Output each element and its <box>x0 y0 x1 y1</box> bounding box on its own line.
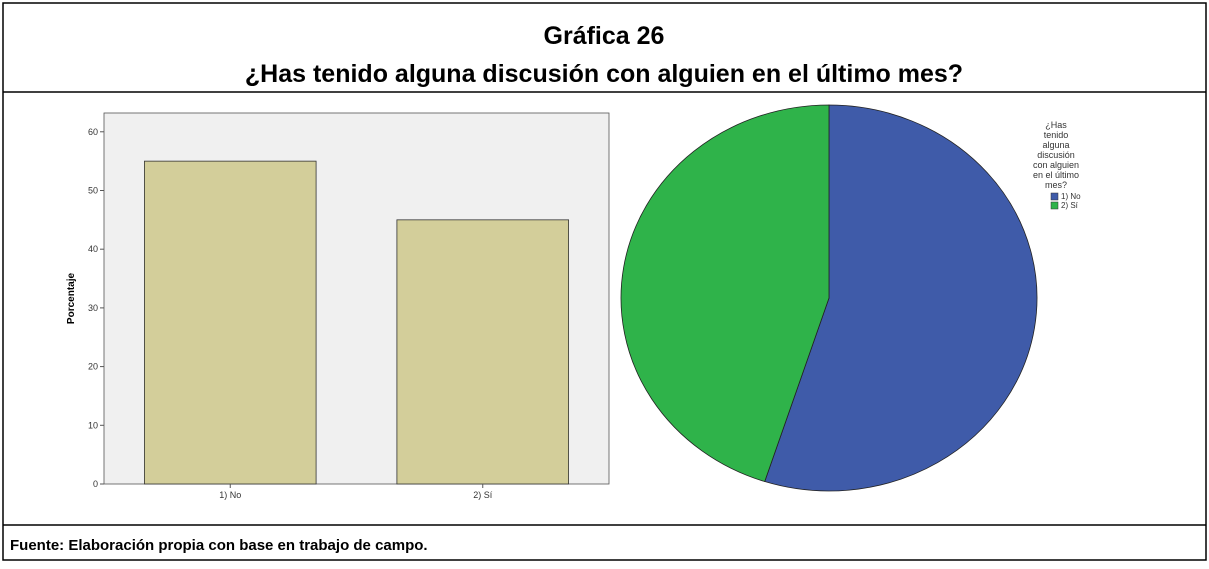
pie-slice <box>620 104 830 483</box>
legend-label: 2) Sí <box>1061 201 1079 210</box>
footer: Fuente: Elaboración propia con base en t… <box>10 537 428 554</box>
x-tick-label: 2) Sí <box>473 490 493 500</box>
title: Gráfica 26 <box>544 22 665 50</box>
y-tick-label: 10 <box>88 420 98 430</box>
bar <box>143 160 317 485</box>
x-tick-label: 1) No <box>219 490 241 500</box>
legend-swatch <box>1050 192 1059 201</box>
frame <box>2 2 1207 561</box>
y-axis-label: Porcentaje <box>66 272 77 324</box>
subtitle: ¿Has tenido alguna discusión con alguien… <box>245 60 963 88</box>
bar <box>396 219 569 485</box>
legend-title: ¿Has tenido alguna discusión con alguien… <box>1032 120 1080 190</box>
y-tick-label: 60 <box>88 127 98 137</box>
y-tick-label: 20 <box>88 362 98 372</box>
pie-slice <box>764 104 1038 492</box>
y-tick-label: 30 <box>88 303 98 313</box>
legend-swatch <box>1050 201 1059 210</box>
y-tick-label: 50 <box>88 185 98 195</box>
y-tick-label: 0 <box>93 479 98 489</box>
y-tick-label: 40 <box>88 244 98 254</box>
legend-label: 1) No <box>1061 192 1081 201</box>
